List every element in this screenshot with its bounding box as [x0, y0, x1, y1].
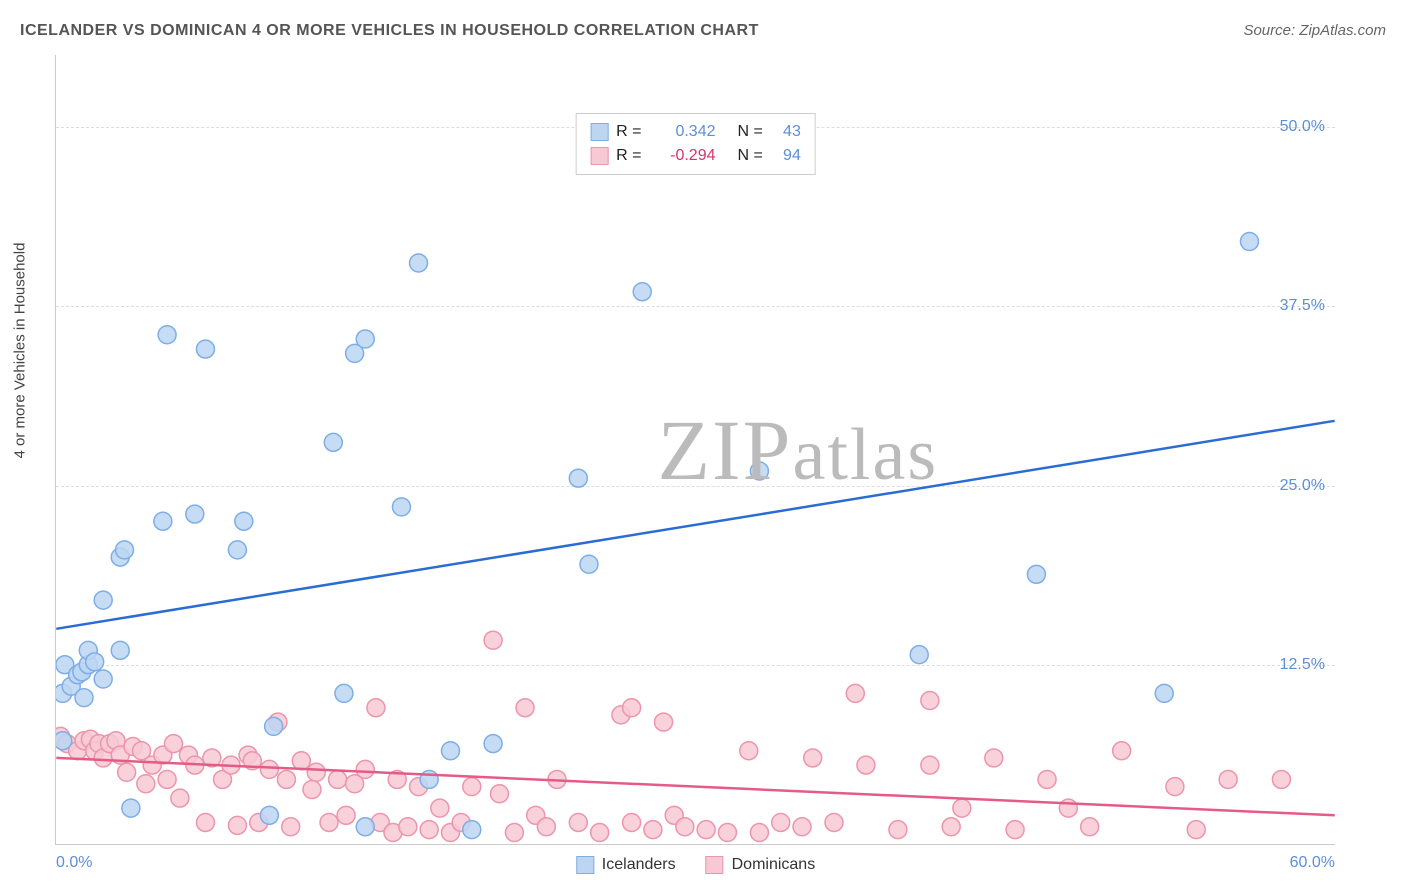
n-value-1: 94 [771, 144, 801, 168]
correlation-legend: R = 0.342 N = 43 R = -0.294 N = 94 [575, 113, 816, 175]
watermark-pre: ZIP [658, 402, 793, 498]
watermark-post: atlas [793, 414, 939, 496]
n-label-1: N = [738, 144, 763, 168]
x-tick-label: 0.0% [56, 854, 92, 872]
r-value-0: 0.342 [656, 120, 716, 144]
source-label: Source: ZipAtlas.com [1243, 22, 1386, 39]
swatch-icelanders [590, 123, 608, 141]
legend-row-icelanders: R = 0.342 N = 43 [590, 120, 801, 144]
watermark: ZIPatlas [658, 400, 939, 500]
series-legend: Icelanders Dominicans [576, 856, 815, 874]
series-name-1: Dominicans [732, 856, 816, 874]
swatch-bottom-dominicans [706, 856, 724, 874]
y-axis-label: 4 or more Vehicles in Household [12, 243, 29, 459]
x-tick-label: 60.0% [1290, 854, 1335, 872]
r-label-0: R = [616, 120, 641, 144]
swatch-bottom-icelanders [576, 856, 594, 874]
legend-item-dominicans: Dominicans [706, 856, 816, 874]
series-name-0: Icelanders [602, 856, 676, 874]
chart-container: ICELANDER VS DOMINICAN 4 OR MORE VEHICLE… [0, 0, 1406, 892]
chart-title: ICELANDER VS DOMINICAN 4 OR MORE VEHICLE… [20, 22, 759, 40]
r-label-1: R = [616, 144, 641, 168]
legend-row-dominicans: R = -0.294 N = 94 [590, 144, 801, 168]
swatch-dominicans [590, 147, 608, 165]
plot-area: ZIPatlas R = 0.342 N = 43 R = -0.294 N =… [55, 55, 1335, 845]
n-label-0: N = [738, 120, 763, 144]
n-value-0: 43 [771, 120, 801, 144]
legend-item-icelanders: Icelanders [576, 856, 676, 874]
r-value-1: -0.294 [656, 144, 716, 168]
